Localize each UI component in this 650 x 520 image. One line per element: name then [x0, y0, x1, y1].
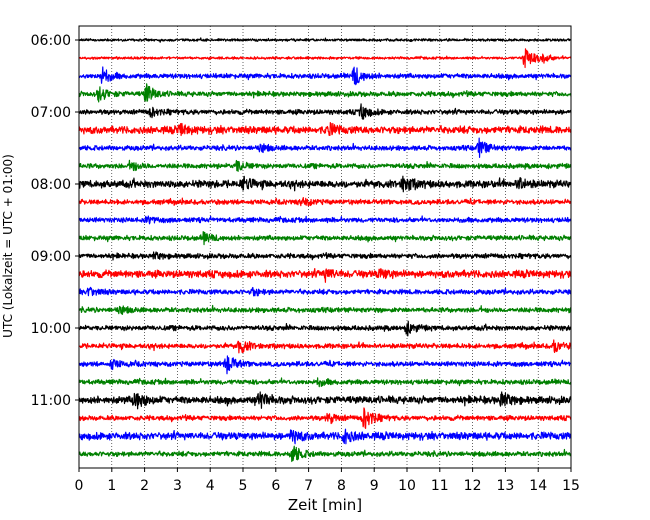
- trace-line-0845: [78, 231, 572, 246]
- trace-line-0700: [78, 103, 572, 120]
- x-tick-label: 10: [398, 478, 416, 494]
- trace-line-0645: [78, 83, 572, 103]
- trace-line-1045: [78, 377, 572, 388]
- x-tick-label: 2: [140, 478, 149, 494]
- y-tick-label: 10:00: [31, 321, 71, 337]
- trace-line-0730: [78, 137, 572, 158]
- trace-line-0615: [78, 48, 572, 69]
- trace-line-1145: [78, 445, 572, 463]
- trace-line-0930: [78, 286, 572, 297]
- trace-line-0715: [78, 121, 572, 137]
- x-tick-label: 15: [562, 478, 580, 494]
- x-tick-label: 6: [271, 478, 280, 494]
- trace-line-1115: [78, 407, 572, 429]
- x-tick-label: 9: [370, 478, 379, 494]
- x-tick-label: 11: [431, 478, 449, 494]
- x-tick-label: 13: [496, 478, 514, 494]
- trace-line-0800: [78, 175, 572, 193]
- x-tick-label: 7: [304, 478, 313, 494]
- y-tick-label: 11:00: [31, 393, 71, 409]
- trace-line-0830: [78, 215, 572, 225]
- x-tick-label: 8: [337, 478, 346, 494]
- trace-line-0900: [78, 251, 572, 261]
- trace-line-0815: [78, 197, 572, 207]
- y-ticks: 06:00 07:00 08:00 09:00 10:00 11:00: [31, 33, 79, 409]
- trace-line-1130: [78, 428, 572, 445]
- x-tick-label: 4: [206, 478, 215, 494]
- trace-line-1100: [78, 391, 572, 410]
- trace-line-0600: [78, 37, 572, 43]
- y-tick-label: 08:00: [31, 177, 71, 193]
- trace-group: [78, 37, 572, 463]
- x-ticks: 0 1 2 3 4 5 6 7 8 9 10 11 12 13 14 15: [75, 468, 580, 494]
- x-tick-label: 12: [464, 478, 482, 494]
- y-tick-label: 07:00: [31, 105, 71, 121]
- plot-frame: [78, 25, 572, 469]
- x-tick-label: 3: [173, 478, 182, 494]
- x-axis-label: Zeit [min]: [288, 496, 362, 514]
- trace-line-0915: [78, 267, 572, 283]
- x-tick-label: 5: [239, 478, 248, 494]
- trace-line-1030: [78, 355, 572, 375]
- trace-line-0745: [78, 159, 572, 172]
- trace-line-0630: [78, 66, 572, 86]
- trace-line-0945: [78, 304, 572, 315]
- x-tick-label: 1: [107, 478, 116, 494]
- x-tick-label: 0: [75, 478, 84, 494]
- trace-line-1015: [78, 339, 572, 354]
- trace-line-1000: [78, 320, 572, 337]
- x-tick-label: 14: [529, 478, 547, 494]
- y-axis-label: UTC (Lokalzeit = UTC + 01:00): [1, 154, 15, 338]
- y-tick-label: 06:00: [31, 33, 71, 49]
- y-tick-label: 09:00: [31, 249, 71, 265]
